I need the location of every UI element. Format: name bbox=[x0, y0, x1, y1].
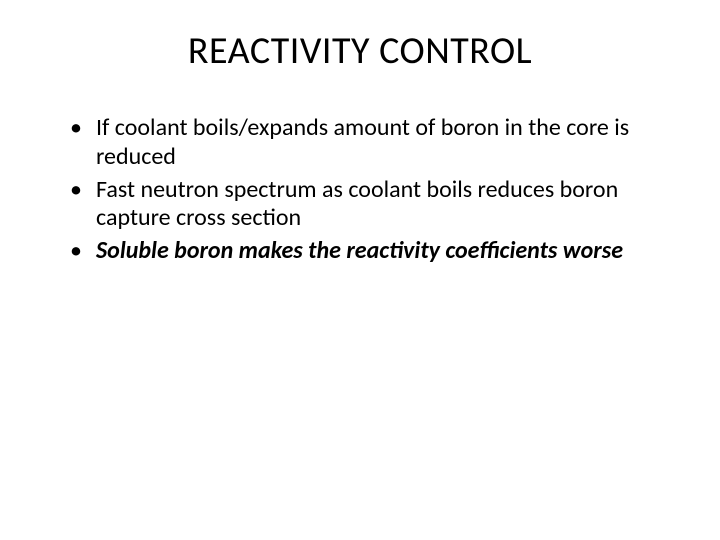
bullet-item: Fast neutron spectrum as coolant boils r… bbox=[70, 176, 670, 234]
slide-title: REACTIVITY CONTROL bbox=[50, 28, 670, 74]
bullet-list: If coolant boils/expands amount of boron… bbox=[50, 114, 670, 266]
bullet-text: Soluble boron makes the reactivity coeff… bbox=[96, 236, 623, 265]
bullet-text: If coolant boils/expands amount of boron… bbox=[96, 113, 629, 171]
bullet-item: Soluble boron makes the reactivity coeff… bbox=[70, 237, 670, 266]
bullet-item: If coolant boils/expands amount of boron… bbox=[70, 114, 670, 172]
bullet-text: Fast neutron spectrum as coolant boils r… bbox=[96, 175, 618, 233]
slide-container: REACTIVITY CONTROL If coolant boils/expa… bbox=[0, 0, 720, 540]
